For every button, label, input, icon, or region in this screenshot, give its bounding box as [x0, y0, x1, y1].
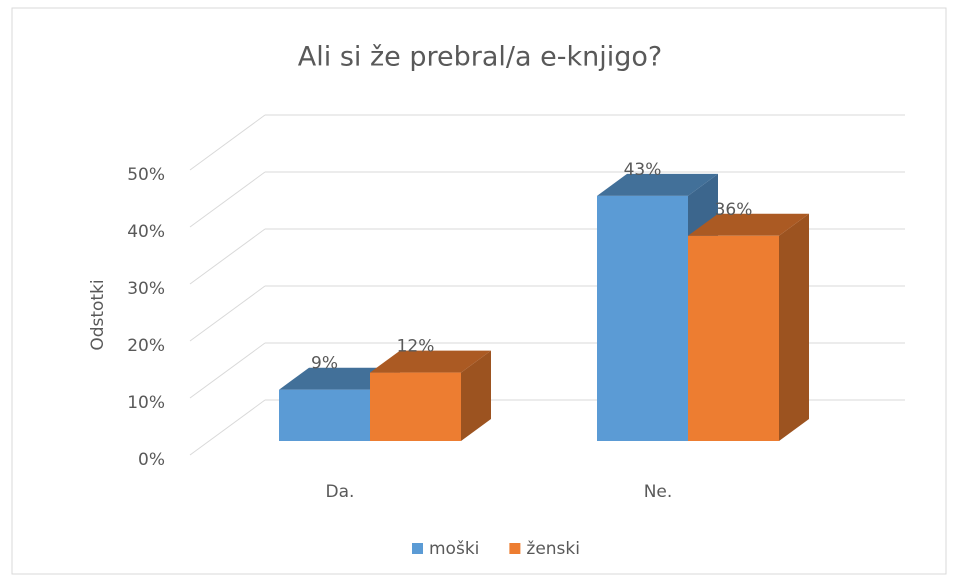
- data-label: 12%: [397, 337, 435, 357]
- grid-line: [189, 342, 266, 399]
- bar-top: [370, 350, 491, 373]
- bar-top: [688, 213, 809, 236]
- grid-line: [189, 114, 266, 171]
- y-tick-label: 40%: [127, 222, 165, 242]
- data-label: 43%: [624, 160, 662, 180]
- y-tick-label: 30%: [127, 279, 165, 299]
- bar: [279, 389, 370, 441]
- x-tick-label: Ne.: [644, 482, 673, 502]
- y-tick-label: 50%: [127, 165, 165, 185]
- legend-swatch: [509, 543, 521, 554]
- bar-top: [597, 173, 718, 196]
- y-tick-label: 0%: [138, 450, 165, 470]
- data-label: 36%: [715, 200, 753, 220]
- bar-side: [461, 350, 491, 441]
- data-label: 9%: [311, 354, 338, 374]
- grid-line: [189, 171, 266, 228]
- y-axis-label: Odstotki: [88, 279, 108, 350]
- y-tick-label: 10%: [127, 393, 165, 413]
- bar-top: [279, 367, 400, 390]
- chart-title: Ali si že prebral/a e-knjigo?: [298, 42, 662, 73]
- grid-line: [189, 285, 266, 342]
- bar: [597, 195, 688, 441]
- legend-label: ženski: [526, 539, 580, 559]
- legend-swatch: [412, 543, 423, 554]
- bar: [370, 372, 461, 441]
- grid-line: [189, 228, 266, 285]
- grid-line: [189, 399, 266, 456]
- x-tick-label: Da.: [326, 482, 355, 502]
- y-tick-label: 20%: [127, 336, 165, 356]
- bar: [688, 235, 779, 441]
- legend-label: moški: [429, 539, 479, 559]
- bar-side: [779, 213, 809, 441]
